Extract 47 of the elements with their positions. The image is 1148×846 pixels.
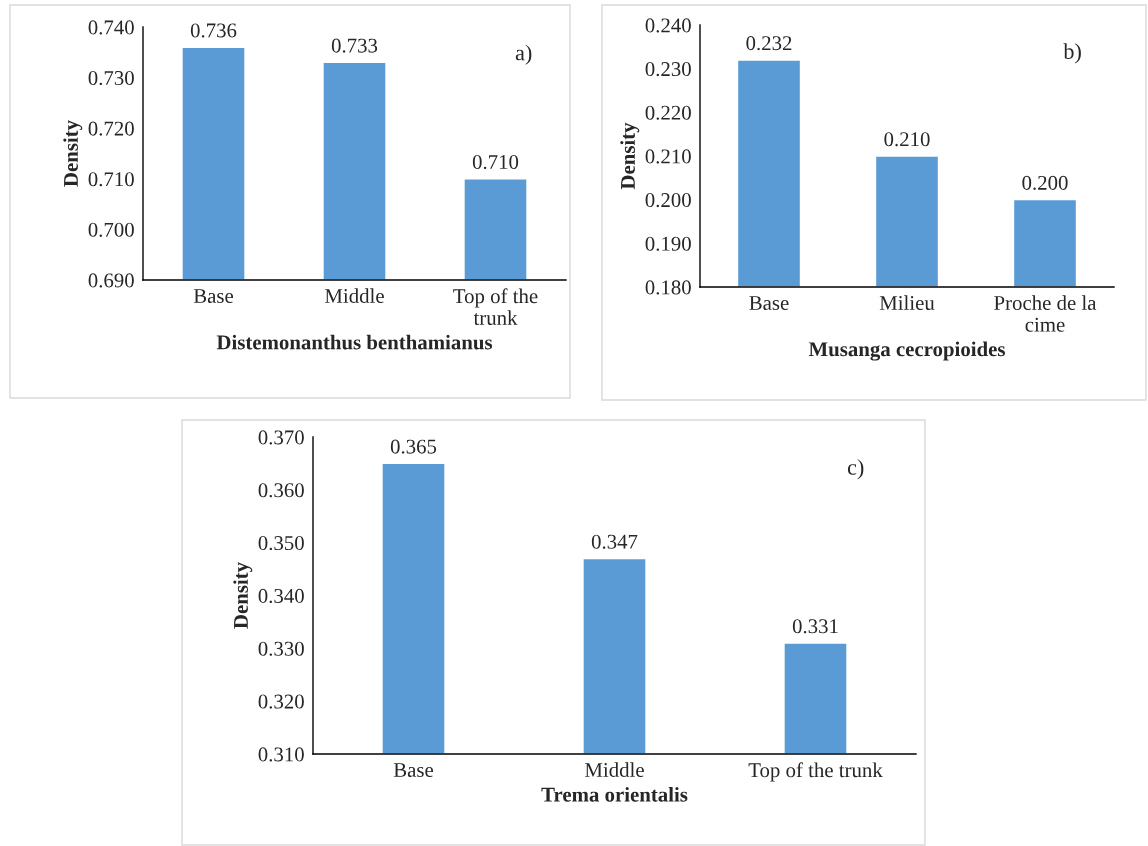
x-tick-label: Base	[749, 296, 789, 310]
y-tick-label: 0.190	[645, 236, 691, 251]
x-tick-label: Base	[393, 763, 434, 777]
data-label: 0.232	[746, 36, 792, 51]
x-tick-label: Middle	[325, 288, 384, 303]
data-label: 0.365	[390, 439, 437, 454]
annotation: a)	[515, 44, 532, 65]
y-tick-label: 0.220	[645, 105, 691, 120]
x-tick-label: Top of the trunk	[453, 288, 538, 325]
y-tick-label: 0.720	[88, 121, 134, 136]
y-tick-label: 0.330	[258, 641, 304, 656]
y-tick-label: 0.360	[258, 483, 304, 498]
y-tick-label: 0.730	[88, 70, 134, 86]
annotation: c)	[847, 459, 864, 480]
y-tick-label: 0.350	[258, 536, 304, 551]
x-tick-label: Proche de la cime	[994, 295, 1097, 332]
x-tick-label: Top of the trunk	[748, 762, 883, 782]
y-tick-label: 0.210	[645, 149, 691, 164]
data-label: 0.733	[331, 38, 378, 53]
data-label: 0.331	[792, 619, 838, 634]
y-tick-label: 0.370	[258, 430, 304, 445]
y-tick-label: 0.340	[258, 588, 304, 604]
y-tick-label: 0.200	[645, 193, 691, 208]
y-tick-label: 0.700	[88, 222, 134, 237]
data-label: 0.210	[884, 132, 930, 147]
annotation: b)	[1063, 43, 1081, 64]
data-label: 0.347	[591, 534, 638, 549]
y-tick-label: 0.310	[258, 747, 304, 762]
y-tick-label: 0.320	[258, 694, 304, 709]
y-axis-title: Density	[233, 562, 253, 629]
y-tick-label: 0.690	[88, 273, 134, 288]
y-tick-label: 0.710	[88, 172, 134, 187]
y-tick-label: 0.230	[645, 62, 691, 77]
x-axis-title: Distemonanthus benthamianus	[216, 334, 493, 350]
x-tick-label: Base	[193, 289, 234, 303]
data-label: 0.736	[190, 23, 237, 38]
y-tick-label: 0.240	[645, 18, 691, 33]
y-axis-title: Density	[620, 122, 640, 190]
data-label: 0.200	[1022, 175, 1068, 190]
x-tick-label: Milieu	[879, 295, 935, 310]
x-tick-label: Middle	[585, 762, 644, 777]
x-axis-title: Musanga cecropioides	[808, 341, 1005, 361]
x-axis-title: Trema orientalis	[541, 786, 688, 802]
y-tick-label: 0.180	[645, 280, 691, 295]
data-label: 0.710	[472, 154, 519, 170]
y-axis-title: Density	[63, 120, 83, 187]
y-tick-label: 0.740	[88, 20, 134, 35]
